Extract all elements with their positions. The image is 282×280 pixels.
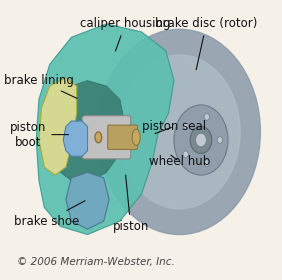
Polygon shape bbox=[63, 121, 87, 156]
Text: brake shoe: brake shoe bbox=[14, 201, 85, 228]
Ellipse shape bbox=[132, 129, 140, 145]
FancyBboxPatch shape bbox=[108, 125, 138, 150]
Text: brake lining: brake lining bbox=[4, 74, 77, 98]
Ellipse shape bbox=[183, 151, 188, 158]
Polygon shape bbox=[55, 81, 125, 183]
Ellipse shape bbox=[196, 133, 206, 147]
Ellipse shape bbox=[190, 127, 212, 153]
Text: © 2006 Merriam-Webster, Inc.: © 2006 Merriam-Webster, Inc. bbox=[17, 257, 175, 267]
Ellipse shape bbox=[183, 122, 188, 129]
Text: caliper housing: caliper housing bbox=[80, 17, 171, 51]
FancyBboxPatch shape bbox=[82, 116, 131, 159]
Ellipse shape bbox=[204, 160, 210, 167]
Ellipse shape bbox=[95, 132, 102, 143]
Text: piston seal: piston seal bbox=[142, 120, 206, 134]
Ellipse shape bbox=[174, 105, 228, 175]
Text: wheel hub: wheel hub bbox=[149, 155, 210, 168]
Text: brake disc (rotor): brake disc (rotor) bbox=[155, 17, 257, 70]
Polygon shape bbox=[39, 78, 77, 175]
Ellipse shape bbox=[204, 113, 210, 120]
Text: piston
boot: piston boot bbox=[10, 121, 69, 149]
Ellipse shape bbox=[98, 29, 260, 235]
Polygon shape bbox=[66, 172, 109, 229]
Ellipse shape bbox=[119, 55, 240, 209]
Text: piston: piston bbox=[113, 175, 149, 233]
Ellipse shape bbox=[217, 137, 222, 143]
Polygon shape bbox=[36, 24, 174, 235]
